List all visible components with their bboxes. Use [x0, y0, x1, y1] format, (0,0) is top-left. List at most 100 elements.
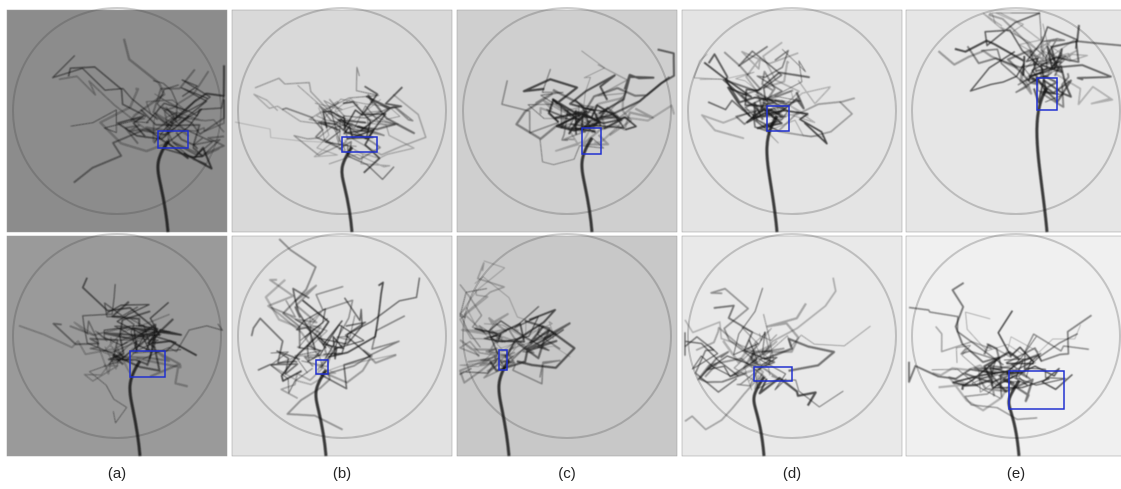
vessel [103, 326, 171, 346]
skull-outline [911, 7, 1121, 215]
vessel [234, 121, 339, 146]
vessel [82, 284, 118, 356]
detection-box [581, 127, 602, 155]
vessel [1047, 49, 1078, 74]
vessel [308, 100, 353, 125]
vessels [693, 41, 856, 233]
vessels [501, 48, 675, 233]
vessel [354, 121, 415, 159]
vessel [70, 109, 149, 133]
vessel [722, 340, 762, 377]
panel-background [231, 235, 453, 457]
vessel [759, 70, 794, 111]
skull-outline [12, 233, 222, 439]
vessel [325, 315, 406, 375]
vessel [684, 336, 738, 393]
vessel [293, 98, 348, 156]
vessel [516, 319, 571, 360]
panel-label: (a) [108, 465, 126, 482]
vessel [1020, 365, 1073, 391]
detection-box [315, 359, 329, 375]
image-panel [456, 7, 678, 233]
main-artery [1035, 87, 1049, 233]
vessel [295, 308, 334, 349]
vessel [1023, 333, 1089, 374]
skull-outline [687, 7, 897, 215]
panel-label: (b) [333, 465, 351, 482]
vessel [137, 329, 198, 357]
vessel [328, 281, 384, 358]
detection-box [1036, 77, 1058, 111]
vessel [162, 99, 225, 135]
main-artery [128, 360, 142, 457]
vessel [749, 344, 771, 390]
labels: (a) (b) (c) (d) (e) [108, 465, 1025, 482]
main-artery [314, 369, 328, 457]
vessel [757, 357, 787, 391]
vessel [322, 349, 397, 384]
vessel [483, 305, 540, 343]
vessel [102, 313, 170, 362]
vessel [761, 98, 789, 121]
vessel [294, 284, 328, 355]
vessel [755, 60, 790, 117]
vessel [684, 332, 739, 377]
vessels [52, 38, 225, 233]
vessel [250, 317, 298, 364]
vessel [463, 262, 505, 336]
vessel [733, 287, 766, 356]
vessel [338, 126, 381, 160]
vessel [774, 48, 806, 105]
vessel [742, 347, 785, 380]
vessel [166, 87, 208, 144]
main-artery [340, 146, 354, 233]
image-panel [231, 7, 453, 233]
vessel [67, 66, 147, 118]
image-panel [456, 233, 678, 457]
image-panel [6, 7, 228, 233]
detection-box [341, 136, 378, 153]
vessel [52, 322, 119, 359]
main-artery [497, 359, 511, 457]
vessel [459, 289, 513, 343]
vessel [539, 137, 605, 166]
vessel [1011, 333, 1078, 386]
vessel [253, 93, 327, 126]
vessel [169, 65, 225, 124]
main-artery [156, 140, 170, 233]
vessel [908, 306, 1004, 366]
skull-outline [462, 233, 672, 439]
vessel [965, 311, 1036, 371]
vessel [981, 48, 1043, 93]
vessel [937, 50, 1018, 69]
vessel [990, 374, 1034, 403]
vessel [522, 78, 581, 117]
image-panel [6, 233, 228, 457]
vessel [153, 79, 211, 144]
vessel [763, 337, 836, 372]
vessel [352, 93, 427, 156]
vessel [964, 377, 1038, 420]
vessel [697, 357, 767, 381]
vessel [699, 71, 763, 99]
vessel [750, 41, 800, 120]
skull-outline [237, 233, 447, 439]
vessel [328, 140, 391, 168]
vessel [307, 311, 328, 346]
vessel [486, 328, 549, 354]
vessel [73, 321, 125, 375]
vessel [501, 80, 570, 134]
vessel [52, 55, 159, 121]
detection-box [766, 105, 790, 132]
vessel [286, 369, 343, 431]
vessel [951, 282, 999, 363]
vessel [1003, 324, 1081, 358]
skull-outline [687, 233, 897, 439]
vessel [758, 376, 817, 407]
panels [6, 7, 1121, 457]
vessel [89, 361, 128, 424]
main-artery [752, 376, 766, 457]
vessel [554, 110, 602, 132]
panel-background [456, 235, 678, 457]
